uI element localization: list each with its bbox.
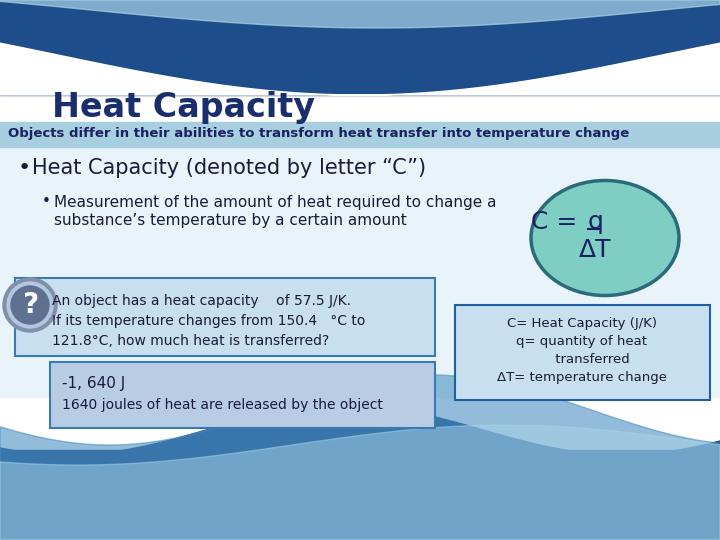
Bar bbox=[0, 147, 720, 397]
Text: q= quantity of heat: q= quantity of heat bbox=[516, 335, 647, 348]
Circle shape bbox=[7, 282, 53, 328]
Ellipse shape bbox=[531, 180, 679, 295]
Text: Heat Capacity (denoted by letter “C”): Heat Capacity (denoted by letter “C”) bbox=[32, 158, 426, 178]
Circle shape bbox=[11, 286, 49, 324]
Text: 121.8°C, how much heat is transferred?: 121.8°C, how much heat is transferred? bbox=[52, 334, 329, 348]
Text: 1640 joules of heat are released by the object: 1640 joules of heat are released by the … bbox=[62, 398, 383, 412]
FancyBboxPatch shape bbox=[15, 278, 435, 356]
Text: Heat Capacity: Heat Capacity bbox=[52, 91, 315, 125]
Text: ΔT: ΔT bbox=[579, 238, 611, 262]
Text: Measurement of the amount of heat required to change a: Measurement of the amount of heat requir… bbox=[54, 194, 497, 210]
Bar bbox=[0, 122, 720, 147]
Text: transferred: transferred bbox=[534, 353, 630, 366]
Text: An object has a heat capacity    of 57.5 J/K.: An object has a heat capacity of 57.5 J/… bbox=[52, 294, 351, 308]
Text: If its temperature changes from 150.4   °C to: If its temperature changes from 150.4 °C… bbox=[52, 314, 365, 328]
Text: C= Heat Capacity (J/K): C= Heat Capacity (J/K) bbox=[507, 317, 657, 330]
Bar bbox=[0, 450, 720, 540]
Text: q: q bbox=[588, 210, 604, 234]
Text: ?: ? bbox=[22, 291, 38, 319]
Circle shape bbox=[3, 278, 57, 332]
Text: C =: C = bbox=[531, 210, 585, 234]
Text: •: • bbox=[18, 158, 31, 178]
Bar bbox=[0, 0, 720, 95]
Text: ΔT= temperature change: ΔT= temperature change bbox=[497, 371, 667, 384]
Text: substance’s temperature by a certain amount: substance’s temperature by a certain amo… bbox=[54, 213, 407, 227]
Text: -1, 640 J: -1, 640 J bbox=[62, 376, 125, 391]
FancyBboxPatch shape bbox=[50, 362, 435, 428]
Text: Objects differ in their abilities to transform heat transfer into temperature ch: Objects differ in their abilities to tra… bbox=[8, 127, 629, 140]
FancyBboxPatch shape bbox=[455, 305, 710, 400]
Text: •: • bbox=[42, 194, 51, 210]
